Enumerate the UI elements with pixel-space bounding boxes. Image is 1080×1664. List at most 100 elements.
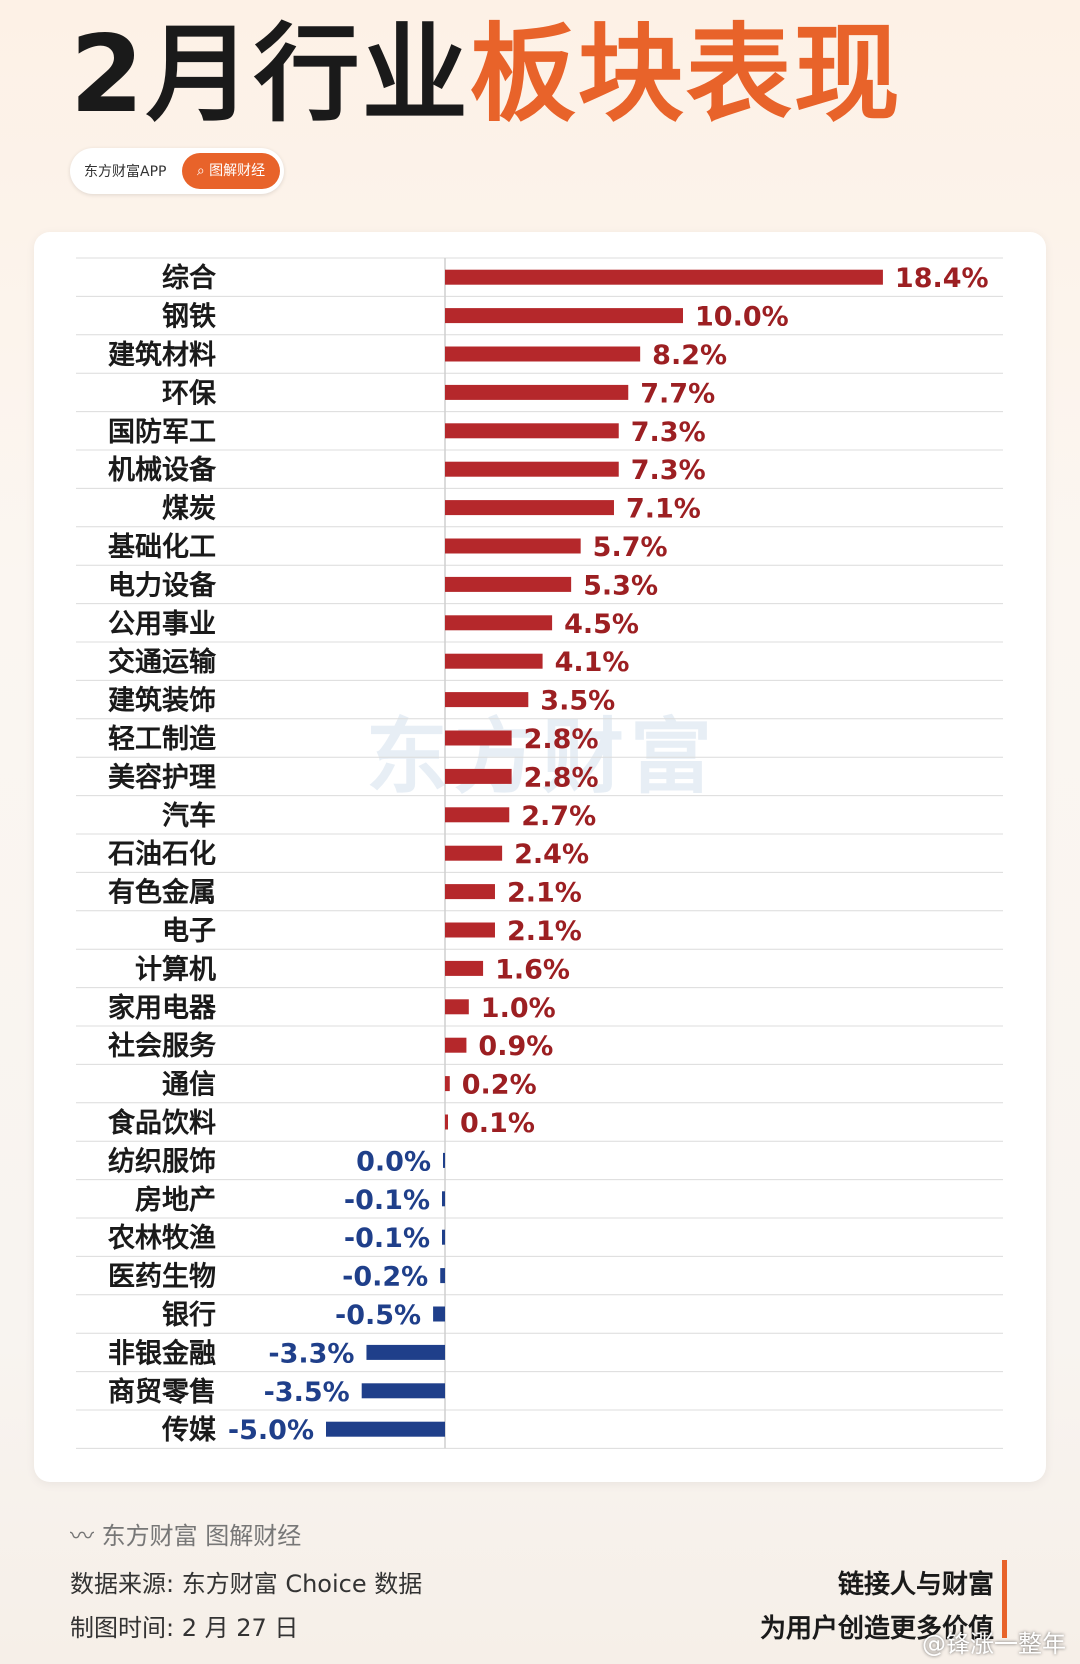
bar xyxy=(445,807,510,823)
category-label: 钢铁 xyxy=(162,302,216,333)
bar xyxy=(445,269,883,285)
bar xyxy=(445,461,619,477)
data-label: -0.5% xyxy=(335,1300,421,1331)
page-title: 2月行业板块表现 xyxy=(70,10,902,140)
data-label: 2.8% xyxy=(524,762,599,793)
bar xyxy=(445,576,572,592)
data-label: 2.1% xyxy=(507,878,582,909)
data-label: -3.5% xyxy=(264,1377,350,1408)
category-label: 美容护理 xyxy=(108,761,216,793)
bar xyxy=(445,538,581,554)
app-pill: 东方财富APP ⌕ 图解财经 xyxy=(70,148,284,194)
illustrated-finance-button[interactable]: ⌕ 图解财经 xyxy=(182,153,280,189)
data-label: -0.1% xyxy=(344,1223,430,1254)
data-label: -5.0% xyxy=(228,1415,314,1446)
data-label: 7.3% xyxy=(631,455,706,486)
category-label: 纺织服饰 xyxy=(108,1145,216,1177)
bar xyxy=(442,1229,445,1245)
category-label: 建筑材料 xyxy=(108,339,216,371)
data-label: 10.0% xyxy=(695,302,789,333)
bar xyxy=(445,1076,450,1092)
data-label: 2.8% xyxy=(524,724,599,755)
chart-date: 制图时间: 2 月 27 日 xyxy=(70,1614,299,1642)
category-label: 环保 xyxy=(162,378,217,409)
bar xyxy=(445,423,619,439)
category-label: 银行 xyxy=(162,1299,216,1331)
app-name: 东方财富APP xyxy=(84,164,167,180)
bar xyxy=(445,768,512,784)
bar xyxy=(442,1191,445,1207)
bar xyxy=(445,346,641,362)
category-label: 社会服务 xyxy=(108,1030,216,1062)
data-label: 0.0% xyxy=(356,1146,431,1177)
search-icon: ⌕ xyxy=(196,163,210,179)
data-label: 1.6% xyxy=(495,954,570,985)
data-label: 5.7% xyxy=(593,532,668,563)
category-label: 综合 xyxy=(162,262,216,294)
data-label: 7.1% xyxy=(626,494,701,525)
slogan-line-1: 链接人与财富 xyxy=(837,1570,994,1600)
category-label: 通信 xyxy=(162,1070,216,1101)
category-label: 基础化工 xyxy=(108,532,216,563)
data-label: 8.2% xyxy=(652,340,727,371)
category-label: 计算机 xyxy=(135,953,216,985)
data-label: 18.4% xyxy=(895,263,989,294)
bar xyxy=(326,1421,445,1437)
category-label: 医药生物 xyxy=(108,1262,216,1293)
category-label: 商贸零售 xyxy=(108,1376,216,1408)
data-label: 4.5% xyxy=(564,609,639,640)
category-label: 轻工制造 xyxy=(108,724,216,755)
bar xyxy=(433,1306,445,1322)
category-label: 石油石化 xyxy=(107,839,216,870)
bar xyxy=(445,960,484,976)
category-label: 家用电器 xyxy=(108,992,217,1024)
data-label: 5.3% xyxy=(583,570,658,601)
bar xyxy=(445,615,553,631)
slogan-line-2: 为用户创造更多价值 xyxy=(759,1614,994,1644)
weibo-handle: @锋涨一整年 xyxy=(922,1630,1066,1658)
data-label: -0.2% xyxy=(342,1262,428,1293)
bar xyxy=(443,1152,445,1168)
bar xyxy=(445,922,495,938)
data-label: 2.4% xyxy=(514,839,589,870)
bar xyxy=(445,730,512,746)
data-label: 1.0% xyxy=(481,993,556,1024)
title-black: 2月行业 xyxy=(70,13,470,136)
bar xyxy=(445,653,543,669)
bar xyxy=(445,500,614,516)
bar xyxy=(445,1114,448,1130)
data-label: 2.1% xyxy=(507,916,582,947)
data-label: 7.7% xyxy=(640,378,715,409)
footer-brand: 〰 东方财富 图解财经 xyxy=(70,1516,301,1551)
data-label: -3.3% xyxy=(268,1338,354,1369)
category-label: 非银金融 xyxy=(108,1337,216,1369)
bar xyxy=(440,1268,445,1284)
category-label: 交通运输 xyxy=(108,646,217,678)
footer-brand-text: 东方财富 图解财经 xyxy=(101,1522,302,1550)
data-label: 0.2% xyxy=(462,1070,537,1101)
data-label: 3.5% xyxy=(540,686,615,717)
category-label: 电力设备 xyxy=(108,570,217,601)
category-label: 公用事业 xyxy=(108,609,216,640)
data-label: -0.1% xyxy=(344,1185,430,1216)
bar xyxy=(445,845,503,861)
category-label: 有色金属 xyxy=(108,877,216,909)
slogan-accent-bar xyxy=(1002,1560,1007,1638)
category-label: 机械设备 xyxy=(108,455,217,486)
bar xyxy=(445,692,529,708)
category-label: 房地产 xyxy=(135,1185,216,1216)
bar xyxy=(445,308,683,324)
bar xyxy=(445,999,469,1015)
data-source: 数据来源: 东方财富 Choice 数据 xyxy=(70,1570,423,1598)
category-label: 煤炭 xyxy=(162,494,216,525)
category-label: 农林牧渔 xyxy=(107,1223,216,1254)
category-label: 国防军工 xyxy=(108,417,216,448)
category-label: 电子 xyxy=(162,916,216,947)
bar xyxy=(445,1037,467,1053)
bar xyxy=(361,1383,445,1399)
bar xyxy=(445,384,629,400)
logo-icon: 〰 xyxy=(70,1522,102,1550)
illustrated-finance-label: 图解财经 xyxy=(209,163,266,179)
category-label: 传媒 xyxy=(161,1414,217,1446)
